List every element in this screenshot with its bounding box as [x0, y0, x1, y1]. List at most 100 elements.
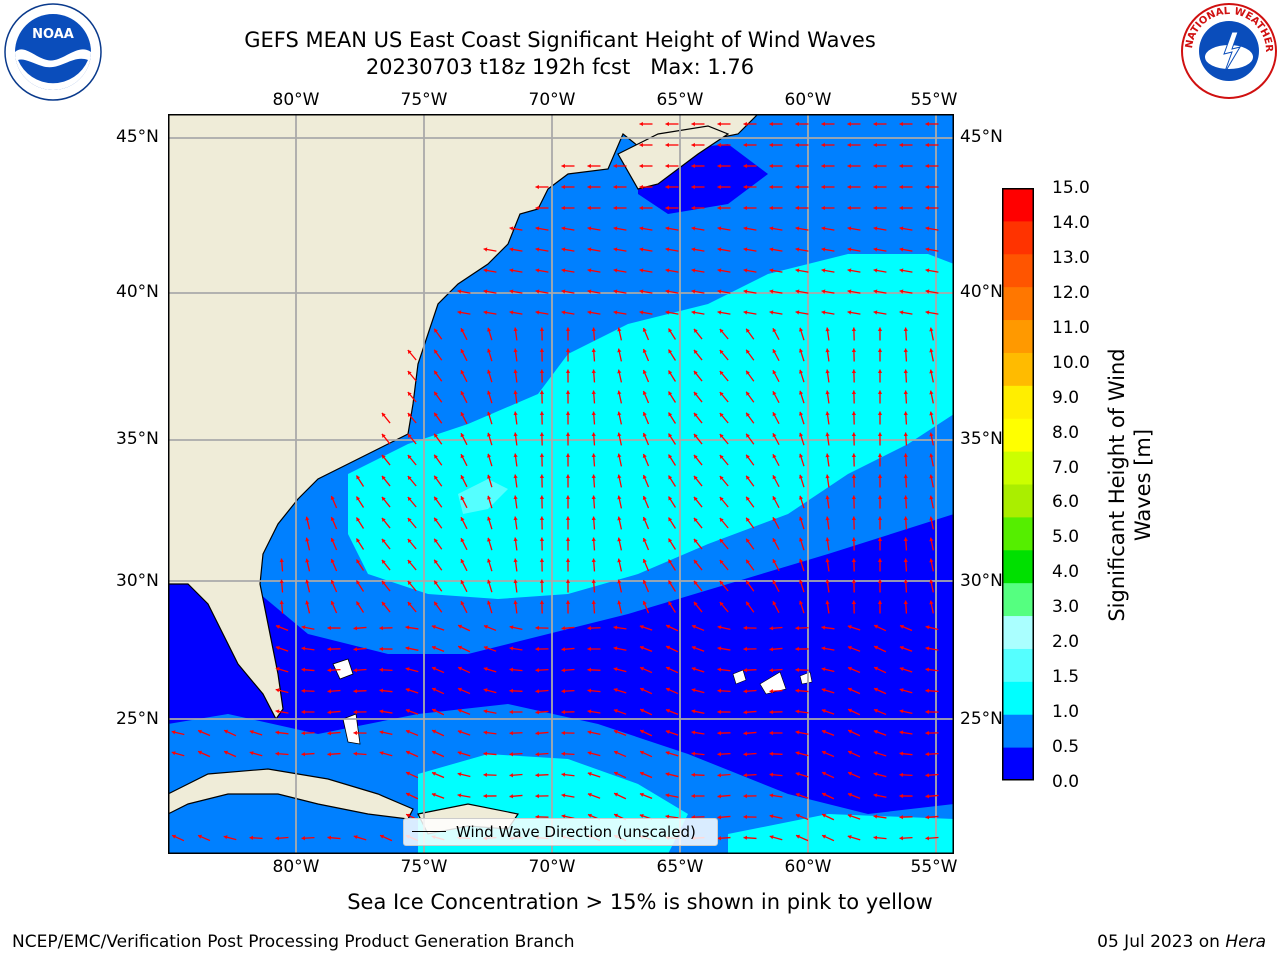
wave-arrow-head — [487, 579, 492, 584]
wave-arrow-head — [795, 226, 800, 231]
wave-arrow-head — [561, 268, 566, 273]
wave-arrow-head — [535, 226, 540, 231]
wave-arrow-head — [327, 731, 332, 736]
wave-arrow-head — [330, 538, 335, 542]
wave-arrow-head — [535, 752, 540, 757]
wave-arrow-head — [851, 390, 857, 394]
wave-arrow-head — [613, 289, 618, 294]
wave-arrow-head — [249, 835, 254, 840]
wave-arrow-head — [799, 579, 804, 584]
colorbar-tick-label: 1.0 — [1052, 702, 1080, 723]
wave-arrow-head — [847, 310, 852, 315]
chart-subtitle: 20230703 t18z 192h fcst Max: 1.76 — [365, 55, 755, 79]
wave-arrow-head — [617, 537, 622, 542]
colorbar-tick-label: 4.0 — [1052, 562, 1080, 583]
wave-arrow-head — [535, 710, 540, 715]
wave-arrow-head — [587, 184, 591, 190]
wave-arrow-head — [825, 348, 830, 353]
wave-arrow-head — [587, 205, 591, 211]
wave-arrow-head — [925, 205, 929, 211]
wave-arrow-head — [769, 835, 774, 840]
wave-arrow-head — [925, 163, 929, 169]
wave-arrow-head — [406, 771, 411, 776]
wave-arrow-head — [821, 289, 826, 294]
wave-arrow-head — [565, 411, 571, 415]
wave-arrow-head — [665, 310, 670, 315]
wave-arrow-head — [613, 688, 618, 693]
wave-arrow-head — [769, 121, 773, 127]
wave-arrow-head — [509, 709, 513, 715]
wave-arrow-head — [613, 310, 618, 315]
wave-arrow-head — [613, 163, 617, 169]
wave-arrow-head — [460, 580, 465, 585]
wave-arrow-head — [587, 813, 592, 818]
wave-arrow-head — [381, 454, 386, 459]
wave-arrow-head — [305, 516, 310, 521]
wave-direction-arrows — [171, 121, 939, 842]
wave-arrow-head — [665, 226, 670, 231]
colorbar-band — [1003, 188, 1033, 222]
wave-arrow-head — [769, 709, 773, 715]
wave-arrow-head — [746, 496, 750, 501]
wave-arrow-head — [591, 411, 596, 416]
wave-arrow-head — [379, 730, 384, 735]
wave-arrow-head — [483, 709, 488, 714]
wave-arrow-head — [665, 184, 669, 190]
wave-arrow-head — [565, 474, 571, 478]
wave-arrow-head — [639, 121, 643, 127]
wave-arrow-head — [535, 205, 539, 211]
wave-arrow-head — [825, 369, 830, 374]
wave-arrow-head — [925, 289, 930, 294]
wave-arrow-head — [565, 453, 571, 457]
wave-arrow-head — [899, 666, 904, 672]
wave-arrow-head — [301, 730, 305, 736]
wave-arrow-head — [668, 370, 673, 375]
lon-label-bottom-75w: 75°W — [400, 857, 448, 877]
wave-arrow-head — [899, 624, 904, 629]
wave-arrow-head — [460, 370, 465, 375]
wave-arrow-head — [642, 454, 647, 458]
wave-arrow-head — [877, 453, 883, 457]
wave-arrow-head — [847, 792, 852, 797]
wave-arrow-head — [719, 392, 724, 396]
wave-arrow-head — [772, 433, 777, 438]
wave-arrow-head — [639, 645, 644, 650]
wave-arrow-head — [379, 667, 384, 672]
wave-arrow-head — [665, 247, 670, 252]
wave-arrow-head — [795, 205, 799, 211]
wave-arrow-head — [717, 142, 721, 148]
wave-arrow-head — [407, 476, 412, 480]
wave-arrow-head — [743, 289, 748, 294]
wave-arrow-head — [353, 668, 358, 673]
wave-arrow-head — [535, 184, 539, 190]
wave-arrow-head — [719, 602, 724, 606]
wave-arrow-head — [743, 814, 747, 820]
wave-arrow-head — [642, 433, 647, 437]
wave-arrow-head — [821, 205, 825, 211]
wave-arrow-head — [693, 580, 698, 585]
wave-arrow-head — [743, 710, 748, 715]
wave-arrow-head — [591, 474, 596, 479]
wave-arrow-head — [668, 475, 673, 480]
wave-arrow-head — [899, 836, 904, 841]
wave-arrow-head — [513, 432, 518, 437]
wave-arrow-head — [561, 751, 566, 756]
wave-arrow-head — [434, 517, 438, 522]
lat-label-left-40n: 40°N — [116, 282, 159, 302]
wave-arrow-head — [929, 579, 934, 584]
wave-arrow-head — [666, 624, 671, 629]
wave-arrow-head — [877, 600, 883, 604]
wave-arrow-head — [746, 580, 750, 585]
wave-arrow-head — [330, 559, 335, 563]
wave-arrow-head — [381, 580, 386, 585]
wave-arrow-head — [509, 794, 514, 799]
wave-arrow-head — [795, 247, 800, 252]
wave-arrow-head — [799, 558, 804, 563]
colorbar-tick-label: 11.0 — [1052, 317, 1090, 338]
wave-arrow-head — [666, 687, 670, 692]
wave-arrow-head — [822, 771, 827, 776]
wave-arrow-head — [639, 184, 643, 190]
wave-arrow-head — [565, 327, 571, 331]
wave-arrow-head — [929, 495, 934, 500]
wave-arrow-head — [381, 559, 386, 564]
